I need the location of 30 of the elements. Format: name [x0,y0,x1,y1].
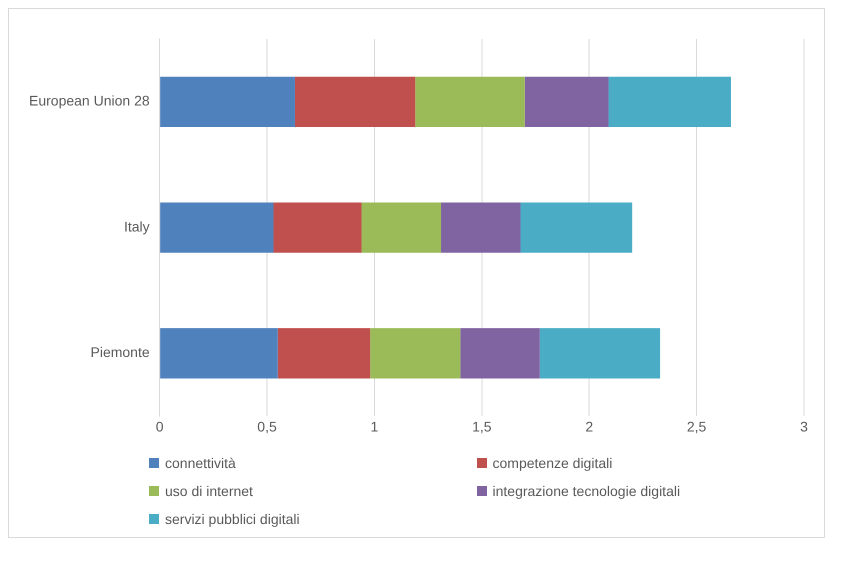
x-tick-label: 1,5 [472,418,492,434]
legend-label: competenze digitali [492,455,612,471]
bar [415,76,525,128]
y-tick-label: European Union 28 [28,92,150,109]
y-tick-label: Piemonte [90,344,150,360]
bar [370,328,460,378]
bar [278,328,370,378]
legend-label: uso di internet [165,483,253,499]
x-tick-label: 0,5 [257,418,277,434]
legend-label: connettività [165,455,236,471]
bar [160,202,274,253]
y-tick-label: Italy [124,218,150,234]
bar [362,202,442,253]
bar [540,328,660,378]
bar [294,76,416,128]
bar [520,202,632,253]
legend-label: integrazione tecnologie digitali [492,483,680,499]
x-tick-label: 3 [800,418,808,434]
x-tick-label: 1 [370,418,379,434]
bar [441,202,520,253]
bar [460,328,540,378]
bar [273,202,362,253]
bar [608,76,731,128]
bar [160,328,278,378]
x-tick-label: 2,5 [686,418,707,434]
bar [524,76,609,128]
x-tick-label: 0 [156,418,164,434]
legend-label: servizi pubblici digitali [165,511,300,527]
x-tick-label: 2 [585,418,594,434]
bar [160,76,295,128]
